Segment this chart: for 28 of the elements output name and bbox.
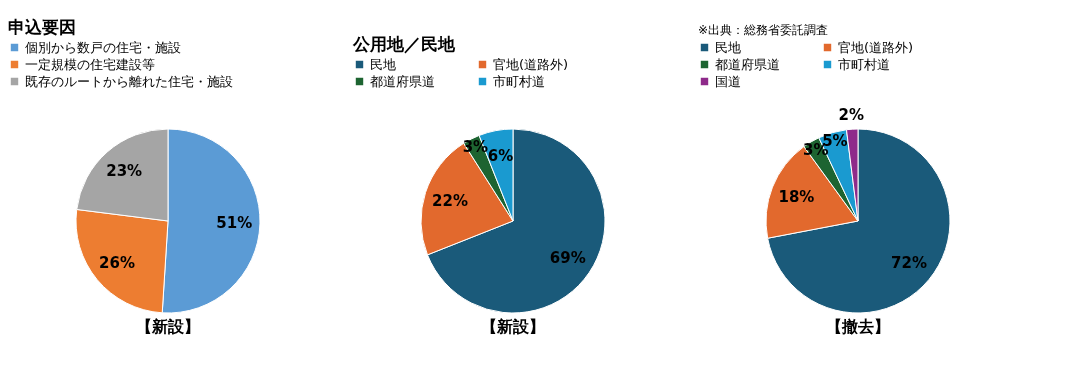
legend-label: 市町村道: [493, 73, 545, 89]
legend-label: 個別から数戸の住宅・施設: [25, 39, 181, 55]
legend-label: 市町村道: [838, 56, 890, 72]
data-label: 2%: [838, 106, 865, 125]
text: 【新設】: [481, 317, 545, 336]
text: 【撤去】: [826, 317, 890, 336]
chart-title: 申込要因: [8, 17, 76, 37]
data-label: 69%: [549, 249, 586, 268]
legend-label: 官地(道路外): [838, 39, 914, 55]
text: 【新設】: [136, 317, 200, 336]
legend-label: 民地: [715, 39, 741, 55]
data-label: 26%: [99, 254, 135, 273]
data-label: 18%: [778, 187, 815, 206]
chart-subtitle: ※出典：総務省委託調査: [698, 23, 829, 37]
data-label: 6%: [487, 146, 514, 165]
legend-label: 既存のルートから離れた住宅・施設: [25, 73, 233, 89]
chart-title: 公用地／民地: [352, 34, 456, 54]
legend-label: 都道府県道: [370, 73, 435, 89]
data-label: 22%: [432, 191, 468, 210]
data-label: 72%: [891, 254, 927, 273]
data-label: 51%: [216, 214, 253, 233]
legend-label: 民地: [370, 56, 396, 72]
legend-label: 官地(道路外): [493, 56, 569, 72]
legend-label: 一定規模の住宅建設等: [25, 56, 155, 72]
legend-label: 国道: [715, 73, 741, 89]
pie-slice: [767, 128, 951, 314]
legend-label: 都道府県道: [715, 56, 780, 72]
data-label: 23%: [106, 162, 143, 181]
